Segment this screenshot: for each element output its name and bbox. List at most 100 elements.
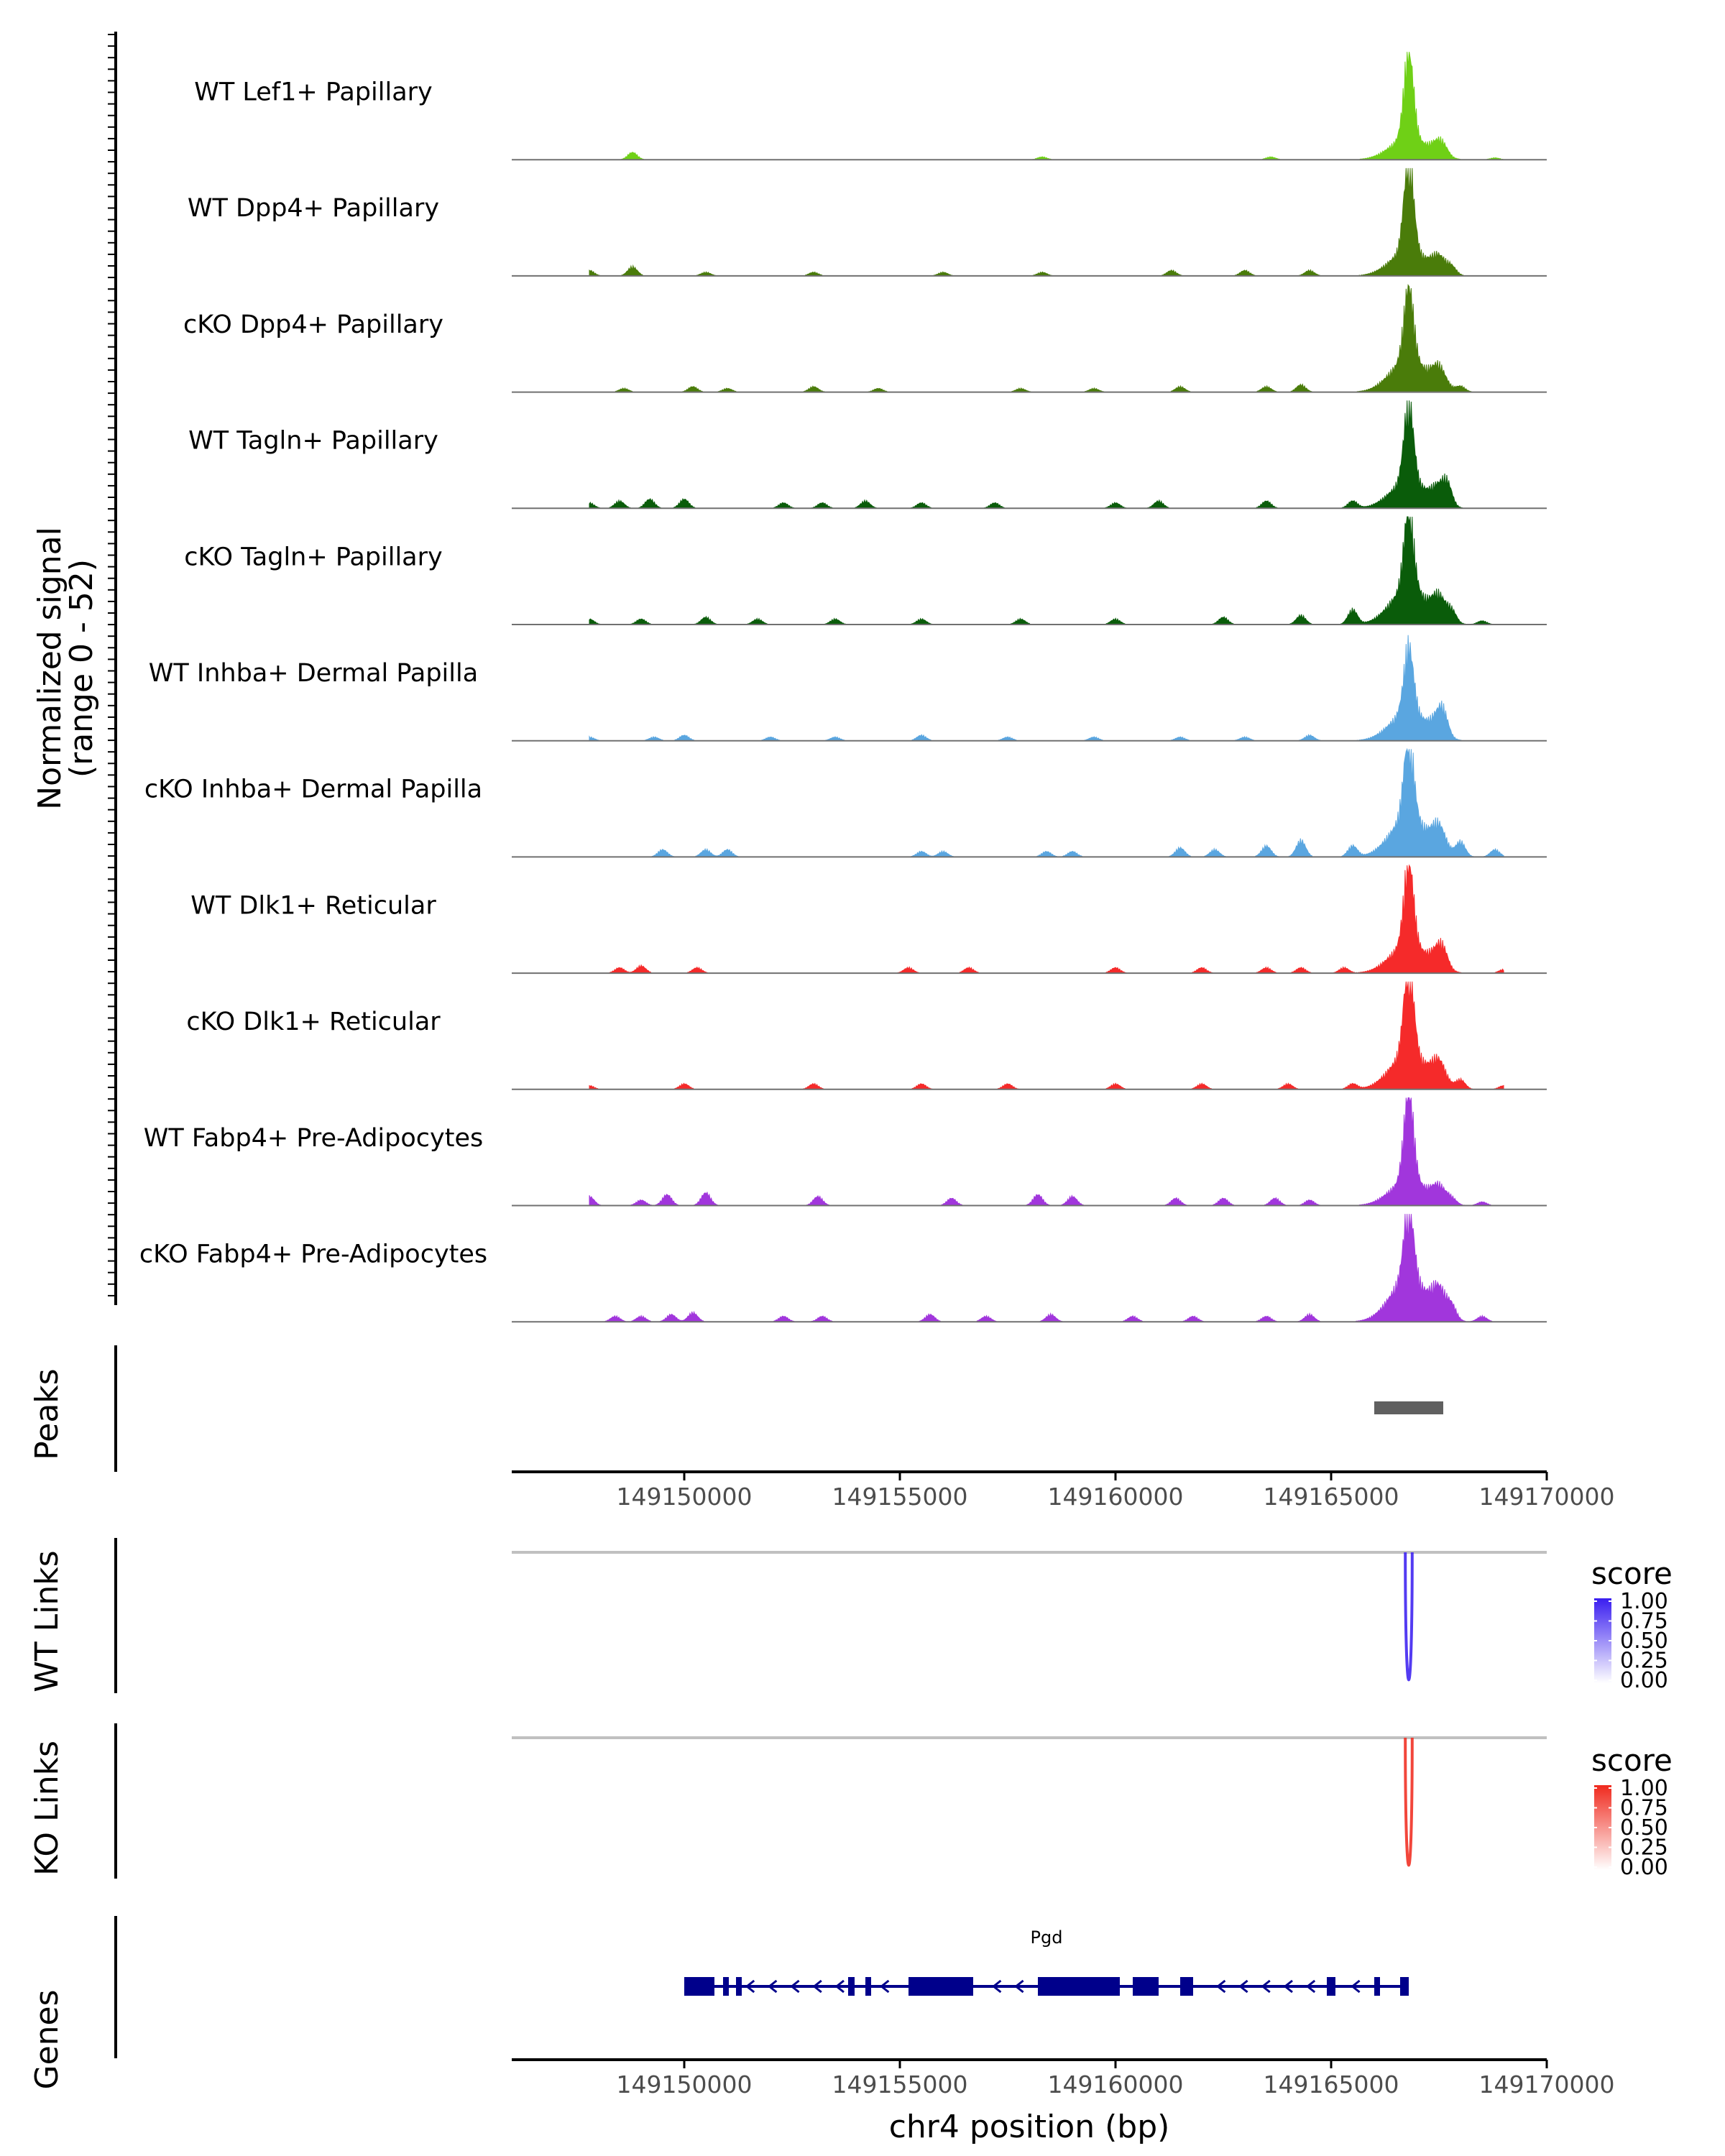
coverage-track-0: WT Lef1+ Papillary xyxy=(194,52,1547,161)
coverage-track-8: cKO Dlk1+ Reticular xyxy=(186,981,1547,1090)
gene-exon xyxy=(1133,1977,1159,1996)
coverage-track-7: WT Dlk1+ Reticular xyxy=(190,864,1547,975)
coverage-track-4: cKO Tagln+ Papillary xyxy=(184,516,1547,625)
strand-arrow xyxy=(991,1979,1002,1994)
x-tick-label: 149160000 xyxy=(1048,2070,1184,2099)
coverage-area xyxy=(589,635,1504,742)
gene-exon xyxy=(684,1977,714,1996)
strand-arrow xyxy=(812,1979,822,1994)
legend-tick-label: 1.00 xyxy=(1620,1776,1668,1801)
legend-tick-label: 0.00 xyxy=(1620,1855,1668,1880)
gene-exon xyxy=(865,1977,871,1996)
strand-arrow xyxy=(1238,1979,1248,1994)
legend-tick-label: 0.25 xyxy=(1620,1835,1668,1861)
track-label: cKO Dpp4+ Papillary xyxy=(183,310,443,339)
gene-exon xyxy=(1038,1977,1120,1996)
gene-exon xyxy=(723,1977,729,1996)
coverage-area xyxy=(589,516,1504,625)
peak-region xyxy=(1374,1401,1443,1414)
coverage-y-range-label: (range 0 - 52) xyxy=(63,559,100,778)
coverage-track-1: WT Dpp4+ Papillary xyxy=(188,167,1547,277)
strand-arrow xyxy=(767,1979,778,1994)
strand-arrow xyxy=(879,1979,890,1994)
ko-links-label: KO Links xyxy=(29,1741,65,1876)
track-label: WT Dlk1+ Reticular xyxy=(190,891,436,920)
coverage-area xyxy=(589,864,1504,974)
legend-tick-label: 0.75 xyxy=(1620,1796,1668,1821)
x-tick-label: 149155000 xyxy=(832,1483,968,1511)
coverage-track-5: WT Inhba+ Dermal Papilla xyxy=(149,635,1547,742)
coverage-area xyxy=(589,167,1504,277)
x-tick-label: 149170000 xyxy=(1479,2070,1615,2099)
link-arc xyxy=(1404,1552,1414,1682)
wt-links-label: WT Links xyxy=(29,1550,65,1692)
coverage-area xyxy=(589,1214,1504,1322)
genes-panel: Pgd xyxy=(114,1916,1409,2058)
strand-arrow xyxy=(834,1979,845,1994)
x-axis-bottom: 149150000 149155000 149160000 149165000 1491… xyxy=(512,2058,1615,2099)
genes-label: Genes xyxy=(29,1989,65,2089)
gene-exon xyxy=(1374,1977,1380,1996)
x-tick-label: 149160000 xyxy=(1048,1483,1184,1511)
gene-exon xyxy=(736,1977,742,1996)
legend-tick-label: 0.75 xyxy=(1620,1609,1668,1634)
coverage-track-6: cKO Inhba+ Dermal Papilla xyxy=(144,747,1547,858)
x-axis-top: 149150000 149155000 149160000 149165000 1491… xyxy=(512,1470,1615,1511)
gene-exon xyxy=(848,1977,855,1996)
track-label: cKO Dlk1+ Reticular xyxy=(186,1008,441,1036)
coverage-area xyxy=(589,1097,1504,1207)
peaks-label: Peaks xyxy=(29,1368,65,1460)
coverage-y-label: Normalized signal xyxy=(32,527,68,810)
ko-legend-title: score xyxy=(1591,1743,1673,1778)
track-label: WT Inhba+ Dermal Papilla xyxy=(149,659,478,688)
strand-arrow xyxy=(1261,1979,1271,1994)
gene-exon xyxy=(1327,1977,1335,1996)
x-tick-label: 149170000 xyxy=(1479,1483,1615,1511)
strand-arrow xyxy=(1215,1979,1226,1994)
coverage-area xyxy=(589,52,1505,160)
x-tick-label: 149150000 xyxy=(617,1483,753,1511)
coverage-area xyxy=(589,747,1504,857)
legend-tick-label: 0.00 xyxy=(1620,1668,1668,1693)
peaks-panel xyxy=(114,1345,1443,1472)
strand-arrow xyxy=(790,1979,800,1994)
wt-legend-title: score xyxy=(1591,1556,1673,1591)
coverage-track-10: cKO Fabp4+ Pre-Adipocytes xyxy=(139,1214,1547,1323)
track-label: WT Tagln+ Papillary xyxy=(188,427,438,456)
track-label: cKO Fabp4+ Pre-Adipocytes xyxy=(139,1240,487,1269)
gene-exon xyxy=(1400,1977,1409,1996)
legend-tick-label: 0.50 xyxy=(1620,1815,1668,1841)
x-tick-label: 149155000 xyxy=(832,2070,968,2099)
legend-tick-label: 0.25 xyxy=(1620,1649,1668,1674)
coverage-area xyxy=(589,400,1504,509)
strand-arrow xyxy=(1351,1979,1361,1994)
coverage-track-2: cKO Dpp4+ Papillary xyxy=(183,284,1547,393)
coverage-panel: WT Lef1+ Papillary WT Dpp4+ Papillary cKO … xyxy=(108,32,1547,1323)
track-label: WT Lef1+ Papillary xyxy=(194,78,433,107)
strand-arrow xyxy=(745,1979,755,1994)
track-label: cKO Inhba+ Dermal Papilla xyxy=(144,775,482,804)
coverage-track-9: WT Fabp4+ Pre-Adipocytes xyxy=(144,1097,1547,1207)
legend-tick-label: 1.00 xyxy=(1620,1589,1668,1614)
x-tick-label: 149165000 xyxy=(1264,1483,1399,1511)
link-arc xyxy=(1404,1737,1414,1867)
coverage-track-3: WT Tagln+ Papillary xyxy=(188,400,1547,510)
gene-name: Pgd xyxy=(1031,1927,1063,1948)
strand-arrow xyxy=(1283,1979,1293,1994)
track-label: cKO Tagln+ Papillary xyxy=(184,543,443,571)
ko-links-panel: 1.000.750.500.250.00 xyxy=(114,1723,1668,1880)
strand-arrow xyxy=(1305,1979,1316,1994)
track-label: WT Dpp4+ Papillary xyxy=(188,194,439,223)
gene-exon xyxy=(1180,1977,1193,1996)
gene-exon xyxy=(908,1977,973,1996)
strand-arrow xyxy=(1014,1979,1024,1994)
x-axis-title: chr4 position (bp) xyxy=(889,2109,1170,2145)
track-label: WT Fabp4+ Pre-Adipocytes xyxy=(144,1124,483,1153)
coverage-area xyxy=(589,284,1504,393)
wt-links-panel: 1.000.750.500.250.00 xyxy=(114,1538,1668,1693)
x-tick-label: 149150000 xyxy=(617,2070,753,2099)
coverage-area xyxy=(589,981,1504,1090)
x-tick-label: 149165000 xyxy=(1264,2070,1399,2099)
legend-tick-label: 0.50 xyxy=(1620,1628,1668,1654)
